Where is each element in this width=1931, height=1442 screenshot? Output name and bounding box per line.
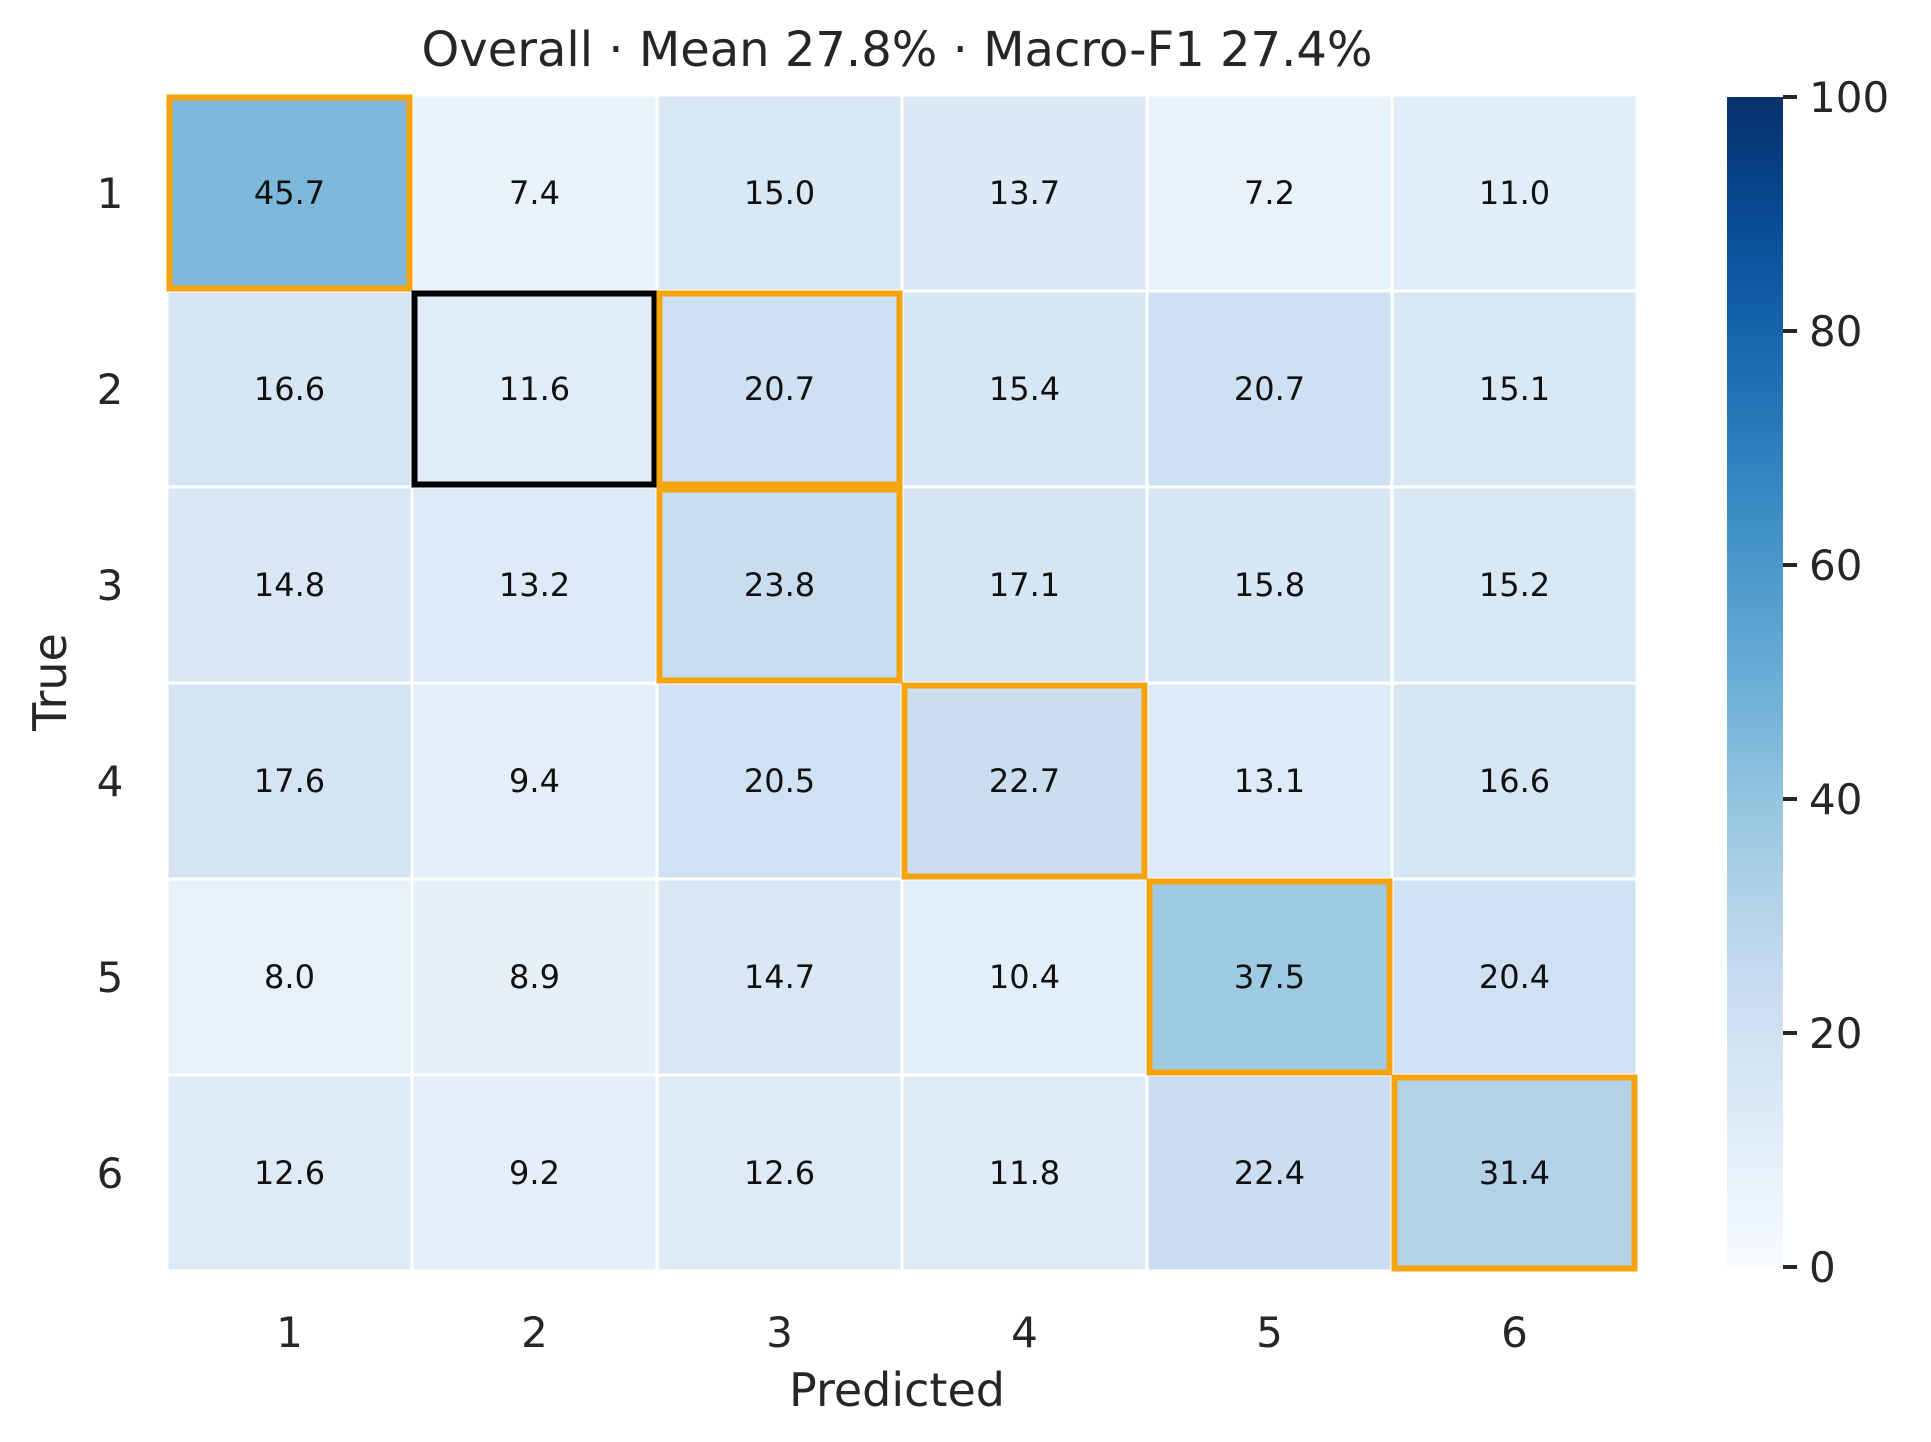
cell-value-label: 22.4 [1234,1154,1305,1192]
x-tick-label: 1 [276,1308,303,1357]
colorbar-tick-label: 100 [1809,73,1889,122]
y-tick-label: 6 [97,1149,124,1198]
x-tick-label: 5 [1256,1308,1283,1357]
heatmap-cell-r3-c2 [410,485,659,685]
highlight-boxes [166,94,1638,1272]
x-tick-label: 3 [766,1308,793,1357]
cell-value-label: 14.7 [744,958,815,996]
highlight-box-r2-c2 [411,290,658,488]
heatmap-cell-r1-c1 [165,93,414,293]
cell-value-label: 15.8 [1234,566,1305,604]
heatmap-cell-r2-c1 [165,289,414,489]
colorbar-tick-label: 20 [1809,1009,1862,1058]
cell-value-label: 22.7 [989,762,1060,800]
heatmap-cell-r5-c3 [655,877,904,1077]
x-tick-label: 4 [1011,1308,1038,1357]
heatmap-cell-r2-c2 [410,289,659,489]
heatmap-cell-r2-c3 [655,289,904,489]
cell-value-label: 15.2 [1479,566,1550,604]
heatmap-cell-r1-c2 [410,93,659,293]
cell-value-label: 9.4 [509,762,560,800]
heatmap-cell-r3-c5 [1145,485,1394,685]
heatmap-cell-r6-c2 [410,1073,659,1273]
cell-value-label: 10.4 [989,958,1060,996]
highlight-box-r4-c4 [901,682,1148,880]
heatmap-cell-r4-c6 [1390,681,1639,881]
cell-value-label: 17.1 [989,566,1060,604]
cell-value-label: 14.8 [254,566,325,604]
heatmap-cell-r3-c6 [1390,485,1639,685]
cell-value-label: 37.5 [1234,958,1305,996]
y-tick-label: 3 [97,561,124,610]
colorbar-tick-label: 0 [1809,1243,1836,1292]
heatmap-cells: 45.7 7.4 15.0 13.7 7.2 11.0 16.6 11.6 20.7 15.4 20… [165,93,1639,1273]
cell-value-label: 11.8 [989,1154,1060,1192]
heatmap-cell-r3-c1 [165,485,414,685]
cell-value-label: 12.6 [254,1154,325,1192]
cell-value-label: 16.6 [254,370,325,408]
cell-value-label: 8.0 [264,958,315,996]
y-tick-label: 1 [97,169,124,218]
x-axis-label: Predicted [789,1363,1005,1417]
heatmap-cell-r4-c1 [165,681,414,881]
heatmap-cell-r5-c4 [900,877,1149,1077]
y-tick-label: 5 [97,953,124,1002]
x-tick-label: 2 [521,1308,548,1357]
colorbar-ticks: 0 20 40 60 80 100 [1783,73,1889,1292]
y-tick-label: 4 [97,757,124,806]
highlight-box-r1-c1 [166,94,413,292]
heatmap-cell-r2-c6 [1390,289,1639,489]
colorbar-tick-label: 40 [1809,775,1862,824]
heatmap-cell-r4-c3 [655,681,904,881]
cell-value-label: 23.8 [744,566,815,604]
cell-value-label: 20.7 [744,370,815,408]
colorbar [1727,97,1783,1267]
cell-value-label: 12.6 [744,1154,815,1192]
cell-value-label: 20.5 [744,762,815,800]
highlight-box-r2-c3 [656,290,903,488]
cell-value-label: 15.0 [744,174,815,212]
cell-value-label: 13.7 [989,174,1060,212]
y-axis-ticks: 1 2 3 4 5 6 [97,169,124,1198]
cell-value-label: 11.0 [1479,174,1550,212]
heatmap-cell-r5-c5 [1145,877,1394,1077]
colorbar-tick-label: 60 [1809,541,1862,590]
highlight-box-r3-c3 [656,486,903,684]
colorbar-tick-label: 80 [1809,307,1862,356]
cell-value-label: 11.6 [499,370,570,408]
highlight-box-r5-c5 [1146,878,1393,1076]
heatmap-cell-r6-c3 [655,1073,904,1273]
cell-value-label: 15.1 [1479,370,1550,408]
cell-value-label: 7.4 [509,174,560,212]
cell-value-label: 7.2 [1244,174,1295,212]
cell-value-label: 13.2 [499,566,570,604]
heatmap-cell-r6-c4 [900,1073,1149,1273]
cell-value-label: 31.4 [1479,1154,1550,1192]
x-tick-label: 6 [1501,1308,1528,1357]
cell-value-label: 20.4 [1479,958,1550,996]
cell-value-label: 8.9 [509,958,560,996]
cell-value-label: 13.1 [1234,762,1305,800]
cell-value-label: 45.7 [254,174,325,212]
cell-value-label: 9.2 [509,1154,560,1192]
cell-value-label: 15.4 [989,370,1060,408]
cell-value-label: 16.6 [1479,762,1550,800]
cell-value-label: 17.6 [254,762,325,800]
heatmap-cell-r3-c3 [655,485,904,685]
highlight-box-r6-c6 [1391,1074,1638,1272]
cell-value-label: 20.7 [1234,370,1305,408]
y-axis-label: True [23,633,77,732]
y-tick-label: 2 [97,365,124,414]
x-axis-ticks: 1 2 3 4 5 6 [276,1308,1528,1357]
chart-title: Overall · Mean 27.8% · Macro-F1 27.4% [422,22,1373,78]
